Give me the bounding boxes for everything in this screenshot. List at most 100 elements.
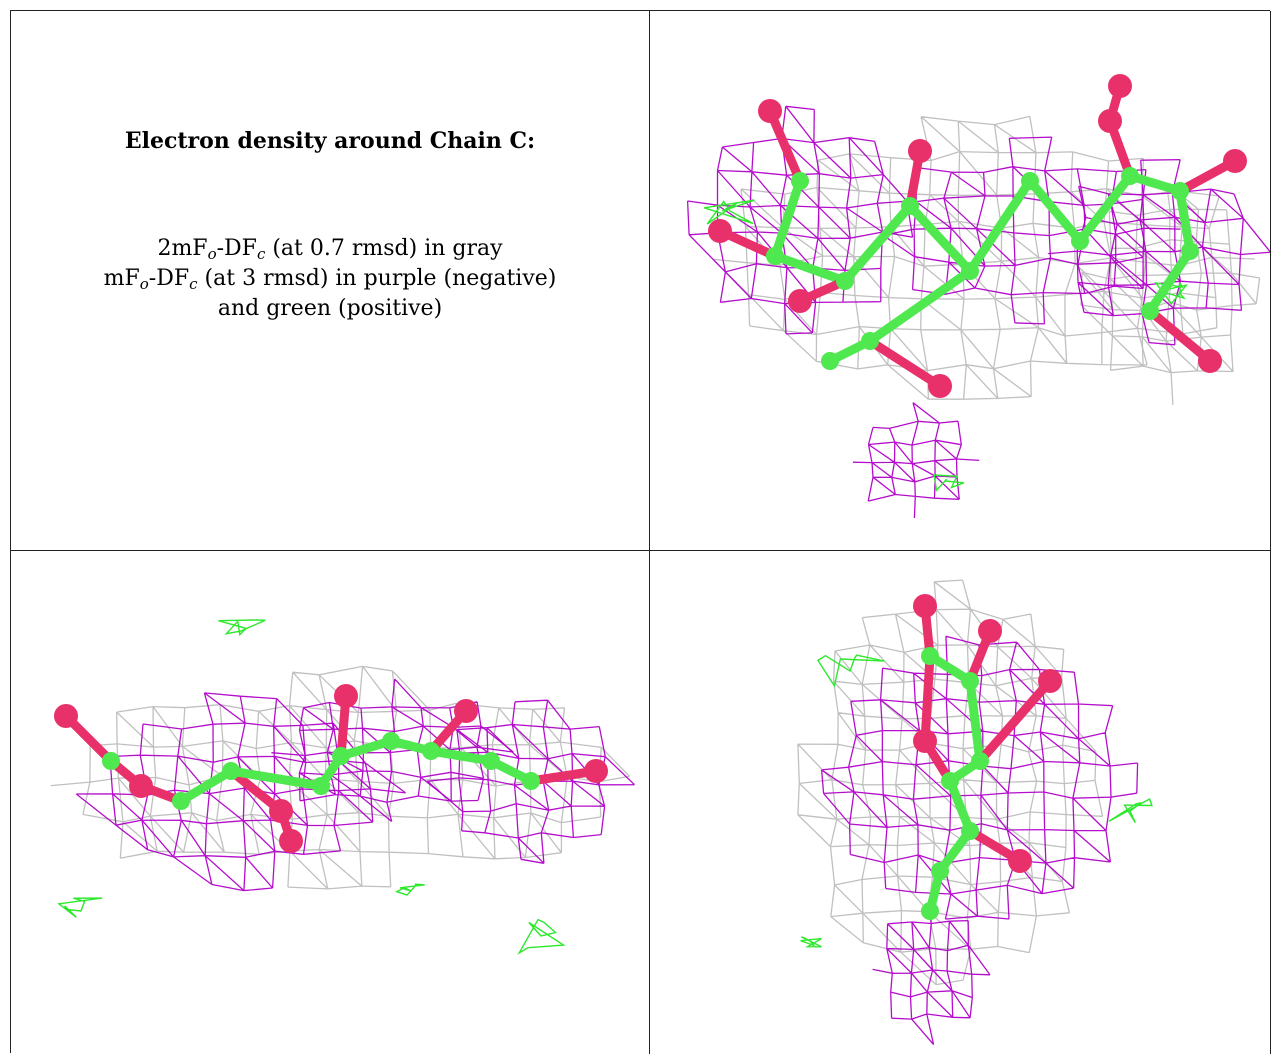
carbon-atom bbox=[931, 862, 949, 880]
carbon-atom bbox=[961, 672, 979, 690]
purple-density-mesh bbox=[75, 692, 406, 892]
carbon-atom bbox=[921, 647, 939, 665]
caption-subscript: o bbox=[139, 275, 149, 293]
electron-density-view-2 bbox=[50, 619, 635, 955]
caption-text: mF bbox=[103, 266, 140, 291]
caption-subscript: o bbox=[207, 245, 217, 263]
oxygen-atom bbox=[334, 684, 358, 708]
ligand-model bbox=[913, 594, 1062, 920]
green-density-mesh bbox=[933, 474, 965, 492]
oxygen-atom bbox=[454, 699, 478, 723]
carbon-atom bbox=[961, 262, 979, 280]
bond bbox=[920, 651, 935, 746]
carbon-atom bbox=[971, 752, 989, 770]
caption-cell: Electron density around Chain C: 2mFo-DF… bbox=[11, 11, 650, 551]
carbon-atom bbox=[1121, 167, 1139, 185]
caption-line-green: and green (positive) bbox=[217, 296, 443, 321]
carbon-atom bbox=[941, 772, 959, 790]
oxygen-atom bbox=[269, 799, 293, 823]
carbon-atom bbox=[422, 742, 440, 760]
oxygen-atom bbox=[1108, 74, 1132, 98]
oxygen-atom bbox=[279, 829, 303, 853]
caption-subscript: c bbox=[189, 275, 198, 293]
carbon-atom bbox=[102, 752, 120, 770]
carbon-atom bbox=[1171, 182, 1189, 200]
bond bbox=[965, 176, 1035, 276]
bond bbox=[426, 746, 496, 766]
oxygen-atom bbox=[708, 219, 732, 243]
oxygen-atom bbox=[908, 139, 932, 163]
carbon-atom bbox=[312, 777, 330, 795]
purple-density-mesh bbox=[426, 699, 635, 864]
green-density-mesh bbox=[1108, 797, 1153, 824]
electron-density-view-3 bbox=[797, 579, 1153, 1046]
carbon-atom bbox=[921, 902, 939, 920]
caption-text: 2mF bbox=[157, 236, 208, 261]
carbon-atom bbox=[961, 822, 979, 840]
carbon-atom bbox=[791, 172, 809, 190]
oxygen-atom bbox=[1223, 149, 1247, 173]
green-density-mesh bbox=[703, 199, 755, 225]
carbon-atom bbox=[222, 762, 240, 780]
carbon-atom bbox=[901, 197, 919, 215]
bond bbox=[975, 676, 1055, 766]
bond bbox=[1175, 186, 1195, 256]
caption-subscript: c bbox=[256, 245, 266, 263]
caption-text: (at 3 rmsd) in purple (negative) bbox=[197, 266, 557, 291]
ligand-model bbox=[708, 74, 1247, 398]
carbon-atom bbox=[1141, 302, 1159, 320]
purple-density-mesh bbox=[271, 678, 514, 823]
oxygen-atom bbox=[129, 774, 153, 798]
bond bbox=[226, 766, 326, 791]
gray-density-mesh bbox=[1080, 182, 1261, 406]
caption-text: -DF bbox=[148, 266, 190, 291]
caption-line-2mfo: 2mFo-DFc (at 0.7 rmsd) in gray bbox=[11, 234, 649, 264]
oxygen-atom bbox=[978, 619, 1002, 643]
oxygen-atom bbox=[1038, 669, 1062, 693]
carbon-atom bbox=[482, 752, 500, 770]
oxygen-atom bbox=[913, 729, 937, 753]
caption-text: -DF bbox=[216, 236, 257, 261]
purple-density-mesh bbox=[852, 402, 980, 519]
purple-density-mesh bbox=[872, 903, 991, 1046]
view-top-right-cell bbox=[650, 11, 1271, 551]
bond bbox=[1075, 171, 1135, 246]
bond bbox=[865, 266, 975, 346]
caption-line-mfo: mFo-DFc (at 3 rmsd) in purple (negative) bbox=[11, 264, 649, 294]
bond bbox=[965, 676, 985, 766]
green-density-mesh bbox=[517, 918, 566, 955]
caption-title: Electron density around Chain C: bbox=[124, 128, 536, 154]
oxygen-atom bbox=[1098, 109, 1122, 133]
oxygen-atom bbox=[913, 594, 937, 618]
bond bbox=[1145, 306, 1215, 366]
bond bbox=[770, 251, 850, 286]
green-density-mesh bbox=[394, 883, 425, 896]
view-bottom-left-cell bbox=[11, 551, 650, 1054]
oxygen-atom bbox=[1198, 349, 1222, 373]
green-density-mesh bbox=[800, 936, 822, 948]
oxygen-atom bbox=[1008, 849, 1032, 873]
figure-table: Electron density around Chain C: 2mFo-DF… bbox=[10, 10, 1271, 1054]
carbon-atom bbox=[332, 747, 350, 765]
oxygen-atom bbox=[54, 704, 78, 728]
bond bbox=[1025, 176, 1085, 246]
oxygen-atom bbox=[584, 759, 608, 783]
bond bbox=[176, 766, 236, 806]
oxygen-atom bbox=[788, 289, 812, 313]
carbon-atom bbox=[382, 732, 400, 750]
caption-text: (at 0.7 rmsd) in gray bbox=[265, 236, 503, 261]
carbon-atom bbox=[1181, 242, 1199, 260]
oxygen-atom bbox=[928, 374, 952, 398]
carbon-atom bbox=[821, 352, 839, 370]
bond bbox=[865, 336, 945, 391]
carbon-atom bbox=[1021, 172, 1039, 190]
bond bbox=[1145, 246, 1195, 316]
bond bbox=[905, 201, 975, 276]
electron-density-view-1 bbox=[686, 74, 1270, 519]
bond bbox=[840, 201, 915, 286]
carbon-atom bbox=[172, 792, 190, 810]
ligand-model bbox=[54, 684, 608, 853]
bond bbox=[765, 106, 805, 186]
purple-density-mesh bbox=[820, 635, 1139, 920]
green-density-mesh bbox=[1154, 282, 1189, 305]
